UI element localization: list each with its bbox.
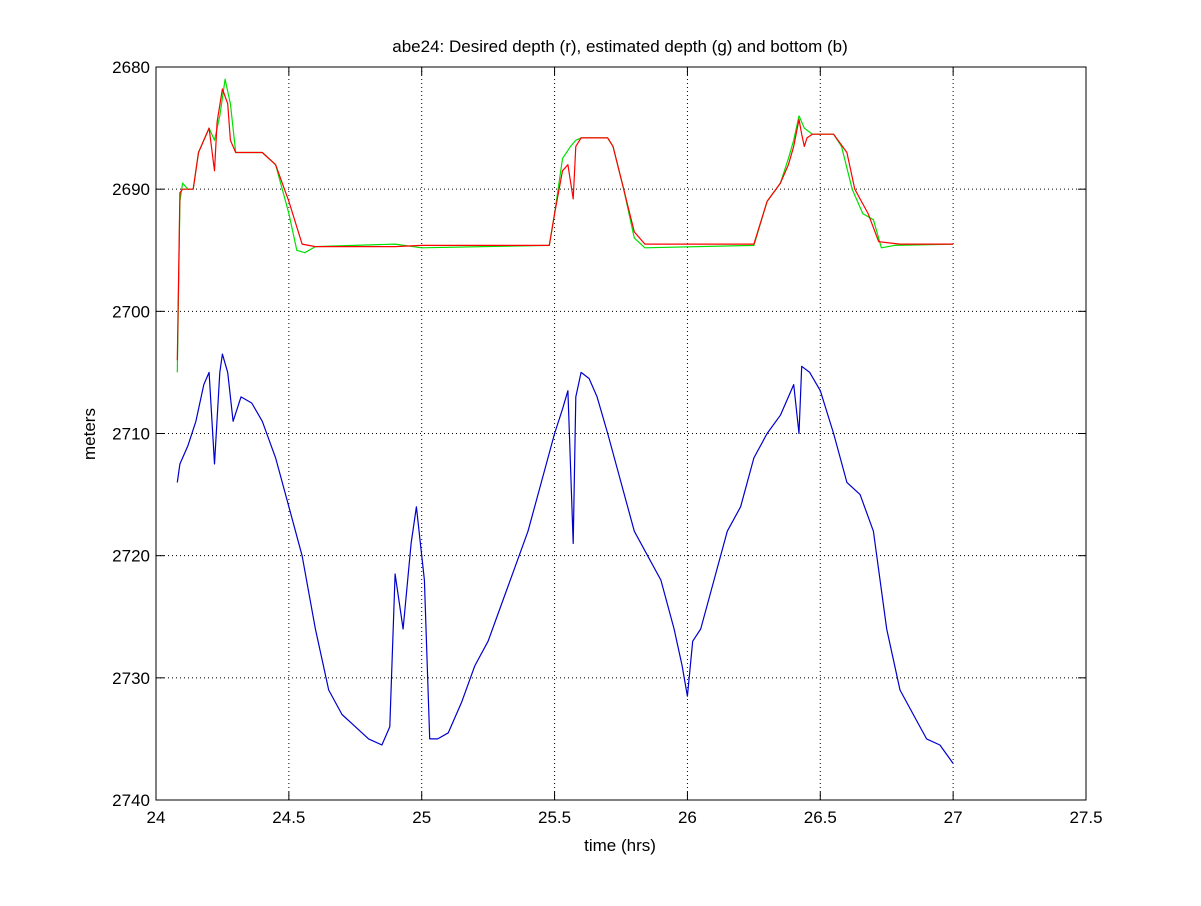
y-axis-label: meters xyxy=(80,408,99,460)
x-tick-label: 24.5 xyxy=(272,808,305,827)
y-tick-label: 2690 xyxy=(112,180,150,199)
axis-ticks: 24 24.5 25 25.5 26 26.5 27 27.5 2680 2690 2700 2710… xyxy=(112,58,1102,827)
y-tick-label: 2740 xyxy=(112,791,150,810)
y-tick-label: 2700 xyxy=(112,302,150,321)
x-tick-label: 26.5 xyxy=(804,808,837,827)
x-tick-label: 27.5 xyxy=(1069,808,1102,827)
x-axis-label: time (hrs) xyxy=(584,836,656,855)
grid xyxy=(156,67,1086,800)
x-tick-label: 26 xyxy=(678,808,697,827)
y-tick-label: 2710 xyxy=(112,425,150,444)
y-tick-label: 2720 xyxy=(112,547,150,566)
x-tick-label: 25 xyxy=(412,808,431,827)
series-line-bottom xyxy=(176,353,954,764)
chart-title: abe24: Desired depth (r), estimated dept… xyxy=(392,37,847,56)
y-tick-label: 2730 xyxy=(112,669,150,688)
y-tick-label: 2680 xyxy=(112,58,150,77)
series-lines xyxy=(176,78,954,764)
x-tick-label: 25.5 xyxy=(538,808,571,827)
series-line-desired xyxy=(176,88,954,361)
x-tick-label: 27 xyxy=(944,808,963,827)
x-tick-label: 24 xyxy=(147,808,166,827)
